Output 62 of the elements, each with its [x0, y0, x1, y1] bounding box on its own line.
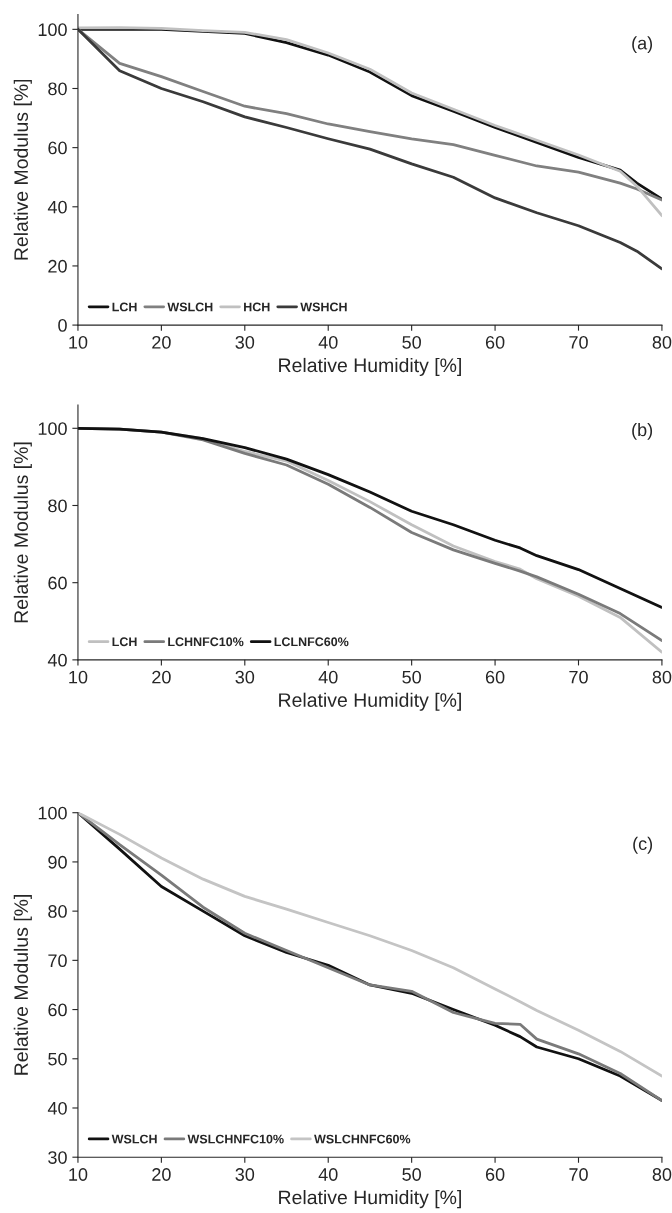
y-tick-label: 40	[47, 1101, 67, 1115]
x-tick-label: 80	[652, 1168, 672, 1181]
x-tick-label: 80	[652, 670, 672, 684]
x-tick-label: 30	[235, 1168, 255, 1181]
x-tick-label: 10	[69, 335, 88, 349]
y-axis-title: Relative Modulus [%]	[13, 442, 32, 623]
x-tick-label: 30	[235, 335, 255, 349]
y-tick-label: 40	[47, 200, 67, 214]
y-tick-label: 60	[48, 1003, 67, 1017]
x-tick-label: 40	[318, 1168, 338, 1181]
y-tick-label: 70	[48, 954, 67, 968]
legend-label: LCLNFC60%	[274, 637, 349, 647]
legend-label: HCH	[244, 302, 270, 312]
y-tick-label: 60	[48, 576, 67, 590]
y-tick-label: 30	[48, 1151, 67, 1164]
annotation: (c)	[633, 836, 653, 854]
y-tick-label: 80	[48, 499, 67, 513]
annotation: (b)	[632, 422, 653, 440]
x-axis-title: Relative Humidity [%]	[279, 357, 461, 377]
x-tick-label: 50	[402, 1168, 421, 1181]
y-tick-label: 100	[38, 422, 67, 436]
y-axis-title: Relative Modulus [%]	[13, 895, 32, 1075]
x-tick-label: 70	[569, 1168, 588, 1181]
legend-label: LCHNFC10%	[168, 637, 244, 647]
x-tick-label: 30	[235, 670, 255, 684]
y-tick-label: 50	[48, 1052, 67, 1066]
x-tick-label: 70	[569, 670, 588, 684]
legend-label: WSLCHNFC60%	[314, 1134, 411, 1144]
legend-label: WSLCHNFC10%	[187, 1134, 284, 1144]
x-axis-title: Relative Humidity [%]	[279, 692, 461, 711]
x-tick-label: 10	[69, 670, 88, 684]
x-tick-label: 40	[318, 670, 338, 684]
legend-label: LCH	[112, 637, 137, 647]
annotation: (a)	[632, 36, 653, 54]
legend-label: WSLCH	[167, 302, 213, 312]
x-tick-label: 70	[569, 335, 588, 349]
y-tick-label: 60	[48, 141, 67, 155]
y-tick-label: 20	[48, 259, 67, 273]
legend-label: WSLCH	[111, 1134, 157, 1144]
y-tick-label: 40	[47, 653, 67, 667]
x-tick-label: 50	[402, 670, 421, 684]
y-tick-label: 80	[48, 905, 67, 918]
x-tick-label: 80	[652, 335, 672, 349]
y-tick-label: 90	[48, 855, 67, 869]
x-tick-label: 60	[485, 335, 505, 349]
y-axis-title: Relative Modulus [%]	[13, 79, 32, 260]
x-tick-label: 20	[152, 670, 171, 684]
legend-label: LCH	[112, 302, 137, 312]
x-tick-label: 20	[152, 1168, 171, 1181]
x-tick-label: 60	[485, 1168, 505, 1181]
x-tick-label: 50	[402, 335, 421, 349]
y-tick-label: 0	[58, 319, 67, 332]
y-tick-label: 100	[38, 806, 67, 820]
y-tick-label: 100	[38, 23, 67, 37]
line-series	[77, 27, 662, 271]
x-axis-title: Relative Humidity [%]	[279, 1190, 461, 1209]
x-tick-label: 40	[318, 335, 338, 349]
x-tick-label: 10	[69, 1168, 88, 1181]
x-tick-label: 20	[152, 335, 171, 349]
x-tick-label: 60	[485, 670, 505, 684]
y-tick-label: 80	[48, 82, 67, 96]
legend-label: WSHCH	[300, 302, 347, 312]
